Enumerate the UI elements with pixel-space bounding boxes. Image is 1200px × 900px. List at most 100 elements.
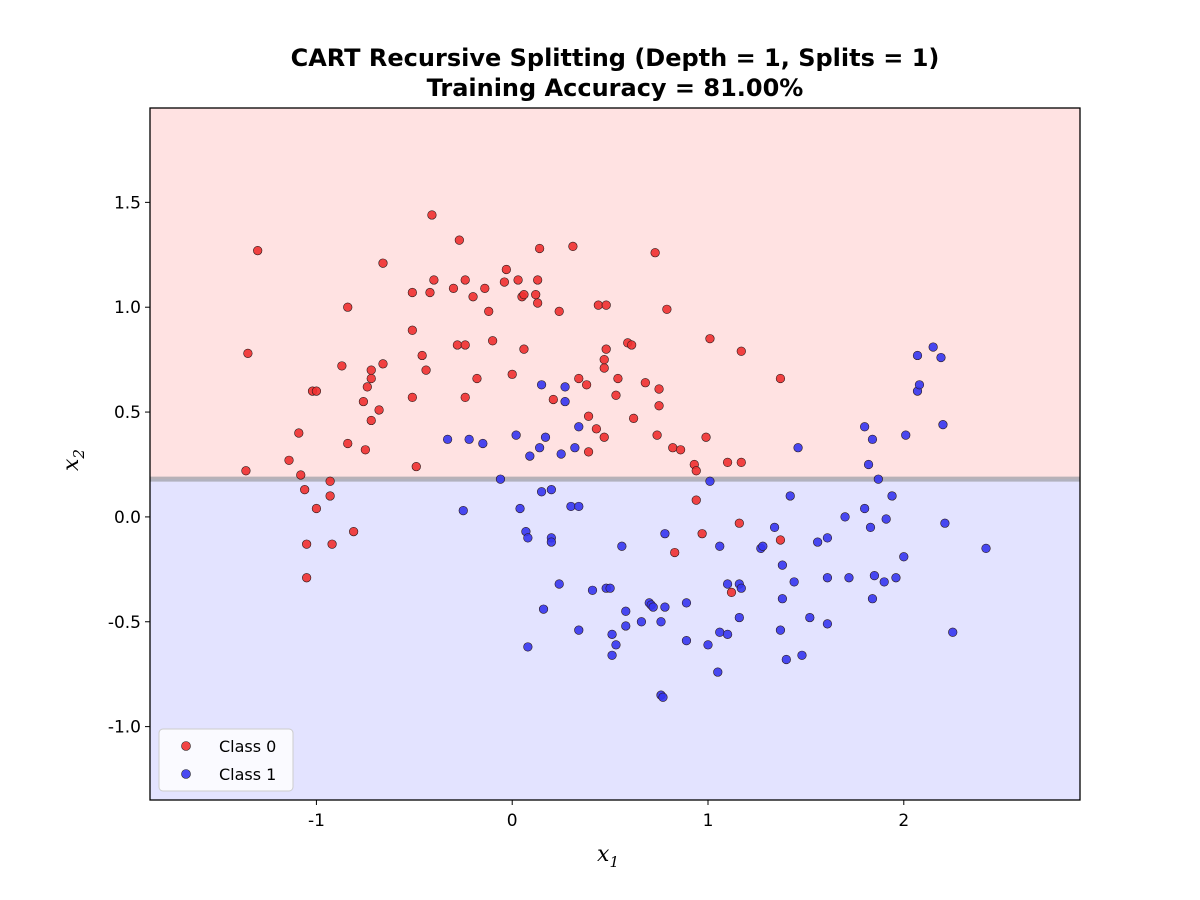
data-point-class-0: [775, 373, 786, 384]
data-point-class-0: [343, 302, 353, 312]
data-point-class-1: [940, 518, 950, 528]
data-point-class-0: [366, 365, 376, 375]
data-point-class-1: [797, 650, 807, 660]
data-point-class-1: [781, 654, 791, 665]
data-point-class-1: [715, 541, 725, 551]
data-point-class-0: [362, 382, 372, 392]
y-tick-label: -0.5: [108, 613, 141, 633]
x-tick-label: 2: [898, 811, 909, 831]
data-point-class-1: [938, 420, 948, 430]
data-point-class-1: [658, 692, 668, 702]
data-point-class-0: [519, 290, 529, 300]
data-point-class-1: [881, 514, 891, 524]
y-tick-label: 1.5: [114, 193, 141, 213]
data-point-class-1: [607, 650, 617, 660]
data-point-class-1: [705, 476, 715, 486]
data-point-class-1: [713, 667, 723, 677]
data-point-class-0: [640, 378, 650, 388]
data-point-class-1: [822, 573, 833, 583]
data-point-class-1: [556, 449, 566, 459]
data-point-class-1: [789, 577, 799, 587]
data-point-class-0: [468, 292, 478, 302]
data-point-class-1: [566, 501, 576, 512]
data-point-class-0: [691, 495, 701, 505]
data-point-class-0: [533, 298, 543, 308]
data-point-class-0: [650, 248, 660, 258]
data-point-class-0: [583, 411, 594, 421]
data-point-class-0: [726, 587, 737, 598]
data-point-class-1: [736, 583, 746, 593]
data-point-class-0: [628, 413, 639, 423]
data-point-class-0: [427, 210, 437, 220]
y-axis-label: x2: [59, 449, 88, 471]
data-point-class-0: [253, 245, 263, 256]
data-point-class-0: [378, 359, 388, 369]
data-point-class-0: [302, 573, 312, 583]
data-point-class-0: [241, 466, 251, 476]
x-axis-label: x1: [597, 842, 619, 871]
data-point-class-0: [407, 325, 417, 335]
y-tick-label: 0.0: [114, 508, 141, 528]
data-point-class-1: [948, 627, 958, 637]
data-point-class-1: [777, 594, 788, 604]
data-point-class-0: [627, 340, 637, 350]
data-point-class-1: [681, 598, 692, 608]
data-point-class-1: [681, 636, 692, 646]
data-point-class-0: [535, 243, 545, 254]
data-point-class-1: [523, 533, 533, 543]
x-tick-label: 1: [703, 811, 714, 831]
data-point-class-1: [621, 621, 631, 631]
data-point-class-0: [488, 336, 498, 346]
data-point-class-0: [284, 455, 294, 465]
data-point-class-1: [495, 474, 506, 484]
data-point-class-1: [769, 522, 780, 532]
data-point-class-1: [873, 474, 883, 484]
data-point-class-1: [560, 382, 570, 392]
data-point-class-0: [513, 275, 523, 285]
data-point-class-1: [867, 434, 878, 444]
data-point-class-0: [337, 361, 347, 371]
decision-region-class-1: [150, 479, 1080, 800]
data-point-class-0: [675, 445, 686, 455]
data-point-class-1: [840, 512, 850, 522]
data-point-class-1: [656, 617, 666, 627]
data-point-class-0: [243, 348, 253, 358]
data-point-class-0: [531, 290, 541, 300]
x-tick-label: 0: [507, 811, 518, 831]
data-point-class-1: [734, 612, 744, 623]
data-point-class-0: [705, 334, 715, 344]
data-point-class-0: [654, 384, 664, 394]
data-point-class-0: [311, 386, 322, 396]
data-point-class-0: [701, 432, 711, 442]
data-point-class-0: [460, 392, 470, 402]
data-point-class-1: [535, 443, 545, 453]
data-point-class-1: [536, 380, 547, 390]
data-point-class-0: [613, 373, 623, 384]
data-point-class-1: [860, 422, 870, 432]
plot-frame: [149, 107, 1081, 801]
data-point-class-1: [785, 491, 795, 501]
data-point-class-0: [601, 300, 611, 310]
data-point-class-1: [914, 380, 925, 390]
data-point-class-0: [519, 344, 529, 354]
data-point-class-0: [554, 306, 564, 317]
data-point-class-1: [458, 506, 468, 516]
data-point-class-0: [421, 365, 431, 375]
data-point-class-0: [775, 535, 786, 545]
data-point-class-1: [887, 491, 897, 501]
data-point-class-0: [507, 369, 517, 379]
data-point-class-0: [599, 355, 609, 365]
data-point-class-1: [722, 629, 733, 639]
data-point-class-1: [538, 604, 549, 614]
data-point-class-1: [478, 438, 488, 449]
legend-marker-class-1: [181, 769, 191, 779]
data-point-class-0: [736, 346, 746, 356]
data-point-class-0: [583, 447, 594, 457]
data-point-class-1: [891, 573, 901, 583]
data-point-class-1: [793, 443, 803, 453]
data-point-class-0: [691, 466, 701, 476]
data-point-class-1: [899, 552, 909, 562]
data-point-class-1: [912, 350, 923, 361]
data-point-class-0: [311, 503, 322, 514]
data-point-class-1: [867, 594, 878, 604]
